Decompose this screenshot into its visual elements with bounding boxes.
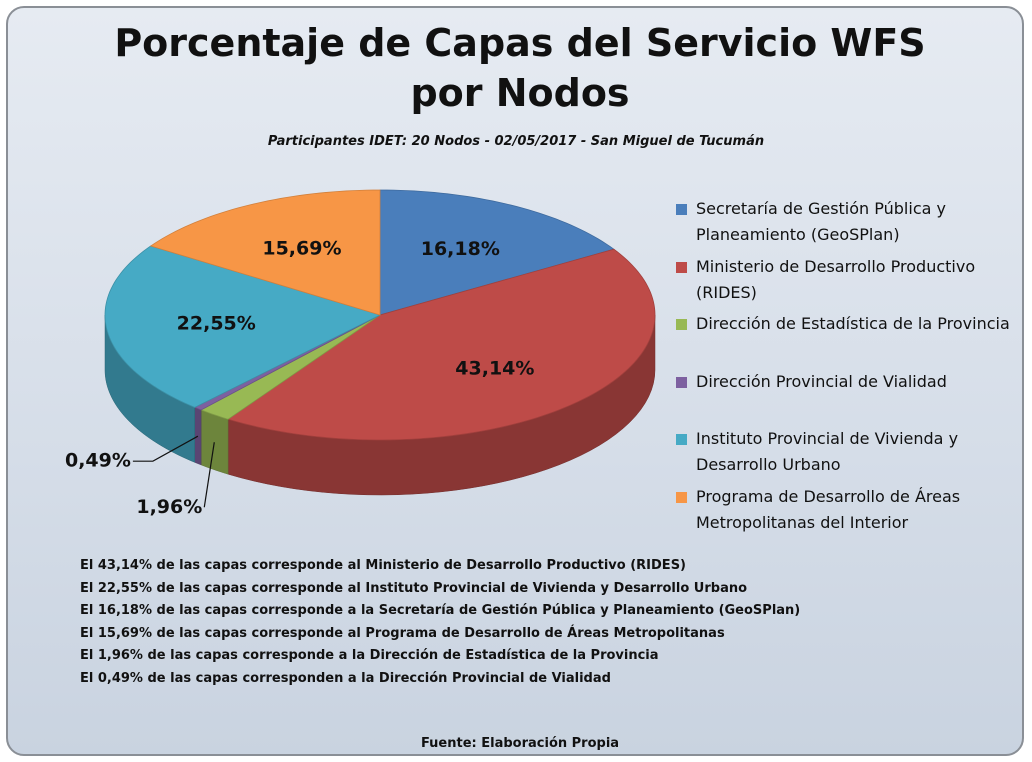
- chart-title: Porcentaje de Capas del Servicio WFS por…: [114, 21, 926, 115]
- legend-label: Instituto Provincial de Vivienda y Desar…: [696, 429, 959, 474]
- legend-swatch: [676, 204, 687, 215]
- legend-swatch: [676, 491, 687, 503]
- leader-line: [132, 435, 199, 462]
- legend-label: Ministerio de Desarrollo Productivo (RID…: [696, 256, 976, 302]
- legend-swatch: [676, 376, 687, 388]
- note: El 15,69% de las capas corresponde al Pr…: [80, 625, 725, 641]
- slice-top: [200, 314, 381, 420]
- chart-subtitle: Participantes IDET: 20 Nodos - 02/05/201…: [267, 134, 765, 149]
- legend-swatch: [676, 261, 687, 273]
- legend-label: Dirección de Estadística de la Provincia: [696, 314, 1010, 333]
- legend-item: Instituto Provincial de Vivienda y Desar…: [676, 426, 1026, 484]
- slice-side: [194, 407, 202, 466]
- note: El 0,49% de las capas corresponden a la …: [80, 670, 611, 686]
- legend-item: Dirección de Estadística de la Provincia: [676, 311, 1026, 369]
- note: El 16,18% de las capas corresponde a la …: [80, 603, 801, 618]
- slice: [149, 189, 381, 316]
- legend-label: Dirección Provincial de Vialidad: [696, 371, 947, 391]
- value-label: 22,55%: [177, 313, 256, 335]
- slice: [379, 189, 615, 316]
- legend-swatch: [676, 319, 687, 330]
- slice: [200, 314, 381, 475]
- slice-side: [200, 409, 229, 475]
- slice: [104, 245, 382, 463]
- slice-top: [379, 189, 615, 316]
- value-label: 0,49%: [65, 450, 131, 472]
- notes: El 43,14% de las capas corresponde al Mi…: [80, 558, 800, 693]
- slice-top: [104, 245, 382, 408]
- legend-label: Programa de Desarrollo de Áreas Metropol…: [696, 486, 961, 532]
- note: El 43,14% de las capas corresponde al Mi…: [80, 558, 686, 573]
- leader-line: [203, 442, 215, 508]
- legend-item: Ministerio de Desarrollo Productivo (RID…: [676, 254, 1026, 312]
- note: El 1,96% de las capas corresponde a la D…: [80, 648, 659, 663]
- slice-top: [149, 189, 381, 316]
- value-label: 15,69%: [262, 237, 341, 259]
- source: Fuente: Elaboración Propia: [420, 736, 620, 751]
- legend-item: Secretaría de Gestión Pública y Planeami…: [676, 196, 1026, 254]
- legend-label: Secretaría de Gestión Pública y Planeami…: [696, 199, 946, 244]
- legend-item: Programa de Desarrollo de Áreas Metropol…: [676, 484, 1026, 542]
- slice-top: [227, 248, 656, 441]
- value-label: 1,96%: [136, 496, 202, 518]
- value-label: 16,18%: [421, 238, 500, 260]
- legend: Secretaría de Gestión Pública y Planeami…: [676, 196, 1026, 541]
- note: El 22,55% de las capas corresponde al In…: [80, 580, 748, 596]
- value-label: 43,14%: [455, 357, 534, 379]
- legend-swatch: [676, 434, 687, 445]
- legend-item: Dirección Provincial de Vialidad: [676, 369, 1026, 427]
